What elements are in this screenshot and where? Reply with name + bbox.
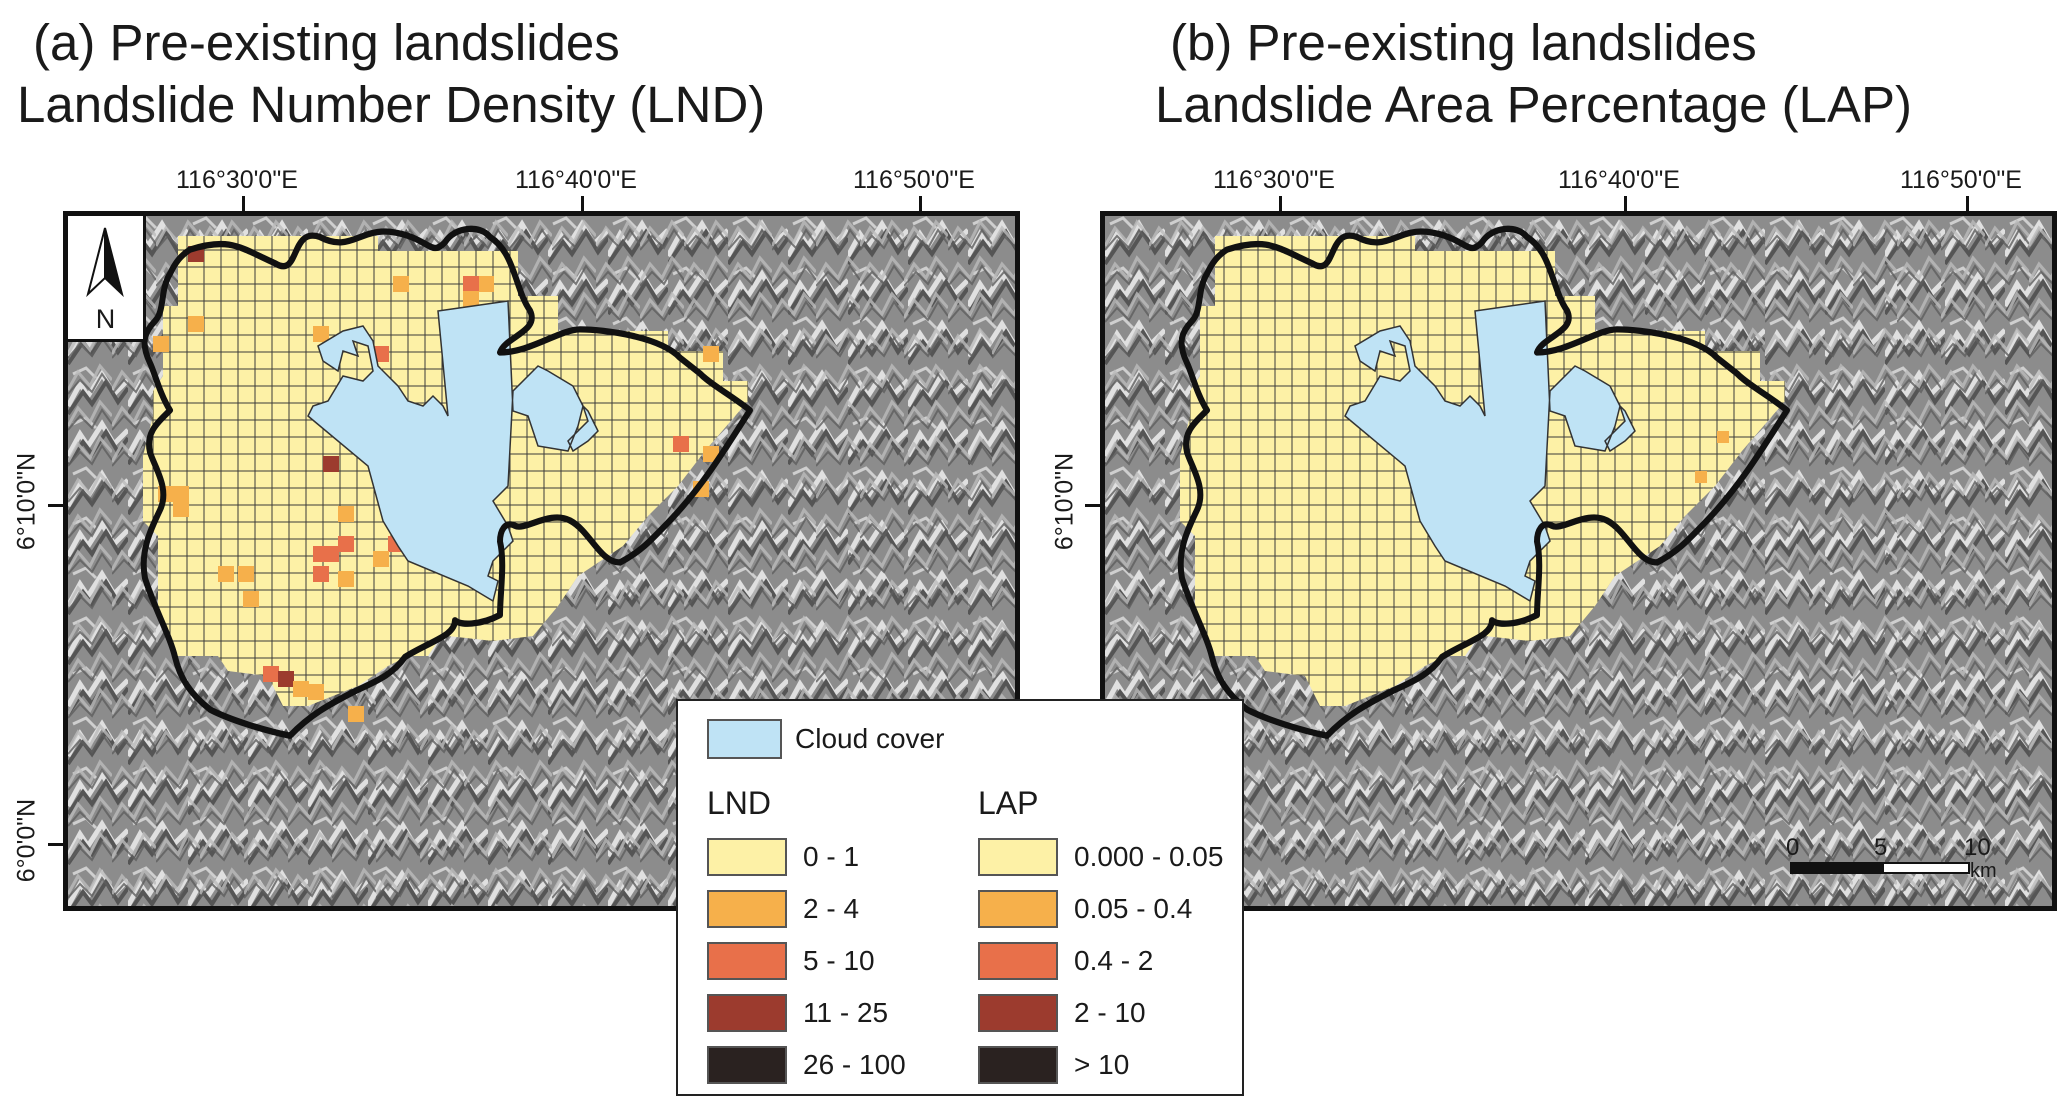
legend-lnd-swatch-1 [707, 838, 787, 876]
scale-label-10: 10 [1964, 834, 1991, 861]
longitude-label-b-1: 116°30'0"E [1213, 166, 1335, 194]
legend-lnd-class-3: 5 - 10 [803, 945, 875, 976]
landslide-cell-a-30 [218, 566, 234, 582]
study-area-boundary-b [1177, 225, 1790, 739]
scale-label-0: 0 [1786, 834, 1800, 861]
legend-lnd-class-5: 26 - 100 [803, 1049, 906, 1080]
legend-lap-class-1: 0.000 - 0.05 [1074, 841, 1224, 872]
landslide-cell-a-21 [173, 501, 189, 517]
north-label: N [95, 304, 116, 334]
landslide-cell-a-31 [238, 566, 254, 582]
map-panel-b [1100, 211, 2057, 911]
landslide-cell-a-4 [463, 276, 479, 292]
legend-lap-swatch-5 [978, 1046, 1058, 1084]
legend-lap-swatch-2 [978, 890, 1058, 928]
legend-lap-class-2: 0.05 - 0.4 [1074, 893, 1193, 924]
landslide-cell-a-6 [188, 316, 204, 332]
legend-lap-class-3: 0.4 - 2 [1074, 945, 1154, 976]
legend-lnd-class-1: 0 - 1 [803, 841, 860, 872]
legend-cloud-swatch [707, 719, 782, 759]
cloud-cover-a [307, 300, 599, 603]
map-b-svg [1105, 216, 2052, 906]
landslide-cell-a-40 [673, 436, 689, 452]
tick-a-lon-3 [919, 196, 922, 211]
landslide-cell-a-20 [173, 486, 189, 502]
landslide-cell-a-32 [313, 566, 329, 582]
legend-lap-class-5: > 10 [1074, 1049, 1130, 1080]
legend-lnd-swatch-5 [707, 1046, 787, 1084]
legend: Cloud cover LND LAP 0 - 1 2 - 4 5 - 10 1… [676, 699, 1244, 1096]
panel-b-title-line2: Landslide Area Percentage (LAP) [1155, 76, 1912, 133]
landslide-cell-a-24 [338, 536, 354, 552]
landslide-cell-b-2 [1695, 471, 1707, 483]
landslide-cell-a-39 [348, 706, 364, 722]
tick-a-lon-1 [242, 196, 245, 211]
tick-b-lon-3 [1966, 196, 1969, 211]
landslide-cell-a-28 [373, 551, 389, 567]
landslide-cell-a-5 [463, 291, 479, 307]
legend-lap-swatch-3 [978, 942, 1058, 980]
panel-a-title-line1: (a) Pre-existing landslides [33, 14, 620, 71]
panel-b-title-line1: (b) Pre-existing landslides [1170, 14, 1757, 71]
legend-lnd-heading: LND [707, 785, 772, 821]
latitude-label-a-1: 6°10'0"N [12, 452, 41, 551]
landslide-cell-a-35 [263, 666, 279, 682]
tick-a-lon-2 [581, 196, 584, 211]
longitude-label-a-2: 116°40'0"E [515, 166, 637, 194]
landslide-cell-a-11 [323, 456, 339, 472]
landslide-cell-a-2 [393, 276, 409, 292]
legend-cloud-label: Cloud cover [795, 723, 945, 754]
landslide-cell-a-36 [278, 671, 294, 687]
landslide-cell-a-38 [308, 684, 324, 700]
legend-lnd-swatch-3 [707, 942, 787, 980]
landslide-cell-a-9 [703, 346, 719, 362]
legend-lap-swatch-1 [978, 838, 1058, 876]
latitude-label-a-2: 6°0'0"N [12, 798, 41, 883]
tick-b-lon-2 [1624, 196, 1627, 211]
longitude-label-a-1: 116°30'0"E [176, 166, 298, 194]
landslide-cell-a-23 [338, 506, 354, 522]
scale-label-5: 5 [1874, 834, 1888, 861]
tick-a-lat-2 [48, 843, 63, 846]
tick-a-lat-1 [48, 504, 63, 507]
north-arrow-box: N [68, 216, 146, 342]
landslide-cell-a-37 [293, 681, 309, 697]
legend-lap-heading: LAP [978, 785, 1039, 821]
legend-lnd-swatch-4 [707, 994, 787, 1032]
landslide-cell-a-34 [243, 591, 259, 607]
landslide-cell-a-33 [338, 571, 354, 587]
cloud-cover-b [1344, 300, 1636, 603]
study-area-boundary-a [140, 225, 753, 739]
scale-segment-white [1882, 862, 1970, 874]
longitude-label-b-2: 116°40'0"E [1558, 166, 1680, 194]
landslide-cell-a-7 [313, 326, 329, 342]
landslide-cell-a-10 [703, 446, 719, 462]
latitude-label-b-1: 6°10'0"N [1050, 452, 1079, 551]
panel-a-title-line2: Landslide Number Density (LND) [17, 76, 766, 133]
legend-lnd-class-4: 11 - 25 [803, 997, 889, 1028]
scale-unit: km [1970, 860, 1997, 882]
landslide-cell-a-42 [153, 336, 169, 352]
scale-bar: 0 5 10 km [1786, 834, 1997, 884]
north-arrow-icon [86, 227, 124, 298]
legend-lap-swatch-4 [978, 994, 1058, 1032]
legend-lap-class-4: 2 - 10 [1074, 997, 1146, 1028]
legend-lnd-swatch-2 [707, 890, 787, 928]
longitude-label-b-3: 116°50'0"E [1900, 166, 2022, 194]
landslide-cell-b-1 [1717, 431, 1729, 443]
landslide-cell-a-26 [323, 546, 339, 562]
landslide-cell-a-3 [478, 276, 494, 292]
longitude-label-a-3: 116°50'0"E [853, 166, 975, 194]
tick-b-lon-1 [1279, 196, 1282, 211]
legend-lnd-class-2: 2 - 4 [803, 893, 860, 924]
tick-b-lat-1 [1085, 504, 1100, 507]
scale-segment-black [1790, 862, 1884, 874]
